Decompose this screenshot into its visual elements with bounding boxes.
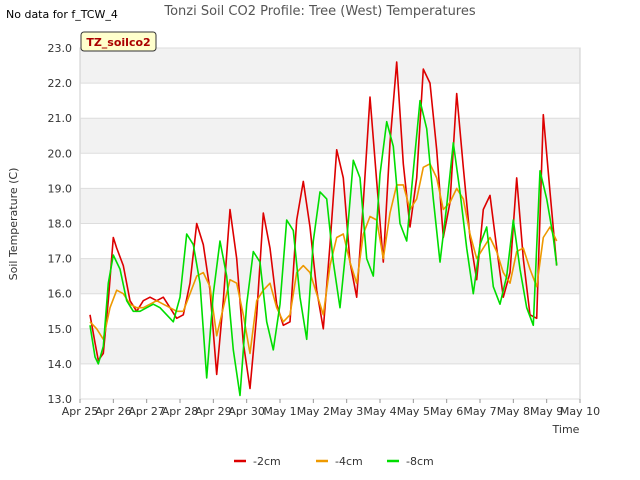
- x-tick-label: Apr 27: [128, 405, 165, 418]
- plot-background: [79, 47, 581, 400]
- y-tick-label: 13.0: [48, 393, 73, 406]
- y-tick-label: 21.0: [48, 112, 73, 125]
- badge-label: TZ_soilco2: [86, 36, 150, 49]
- y-axis-ticks: 13.0 14.0 15.0 16.0 17.0 18.0 19.0 20.0 21.0 22.0…: [48, 42, 73, 406]
- y-tick-label: 19.0: [48, 182, 73, 195]
- x-tick-label: May 4: [363, 405, 396, 418]
- chart-title: Tonzi Soil CO2 Profile: Tree (West) Temp…: [163, 4, 476, 19]
- y-tick-label: 15.0: [48, 323, 73, 336]
- x-tick-label: May 5: [397, 405, 430, 418]
- y-tick-label: 18.0: [48, 218, 73, 231]
- series-lines: [89, 61, 558, 397]
- y-tick-label: 23.0: [48, 42, 73, 55]
- series-line-8cm: [89, 99, 558, 397]
- y-tick-label: 14.0: [48, 358, 73, 371]
- x-tick-label: May 8: [497, 405, 530, 418]
- legend: -2cm -4cm -8cm: [234, 455, 434, 468]
- plot-band: [80, 188, 580, 224]
- x-tick-label: May 1: [263, 405, 296, 418]
- x-tick-label: Apr 26: [95, 405, 132, 418]
- x-tick-label: Apr 29: [195, 405, 232, 418]
- x-tick-label: Apr 28: [162, 405, 199, 418]
- x-tick-label: May 7: [463, 405, 496, 418]
- y-axis-label: Soil Temperature (C): [7, 168, 20, 281]
- legend-label: -4cm: [335, 455, 363, 468]
- plot-band: [80, 118, 580, 154]
- x-tick-label: May 6: [430, 405, 463, 418]
- y-tick-label: 20.0: [48, 147, 73, 160]
- legend-label: -2cm: [253, 455, 281, 468]
- plot-band: [80, 328, 580, 364]
- no-data-status: No data for f_TCW_4: [6, 8, 118, 21]
- x-tick-label: May 2: [297, 405, 330, 418]
- y-tick-label: 22.0: [48, 77, 73, 90]
- plot-band: [80, 48, 580, 84]
- x-tick-label: May 3: [330, 405, 363, 418]
- x-tick-label: May 9: [530, 405, 563, 418]
- y-tick-label: 17.0: [48, 253, 73, 266]
- x-axis-label: Time: [552, 423, 580, 436]
- site-badge: TZ_soilco2: [80, 31, 157, 52]
- y-tick-label: 16.0: [48, 288, 73, 301]
- x-tick-label: May 10: [560, 405, 600, 418]
- badge-box: [80, 31, 157, 52]
- x-tick-label: Apr 30: [228, 405, 265, 418]
- legend-label: -8cm: [406, 455, 434, 468]
- x-tick-label: Apr 25: [62, 405, 99, 418]
